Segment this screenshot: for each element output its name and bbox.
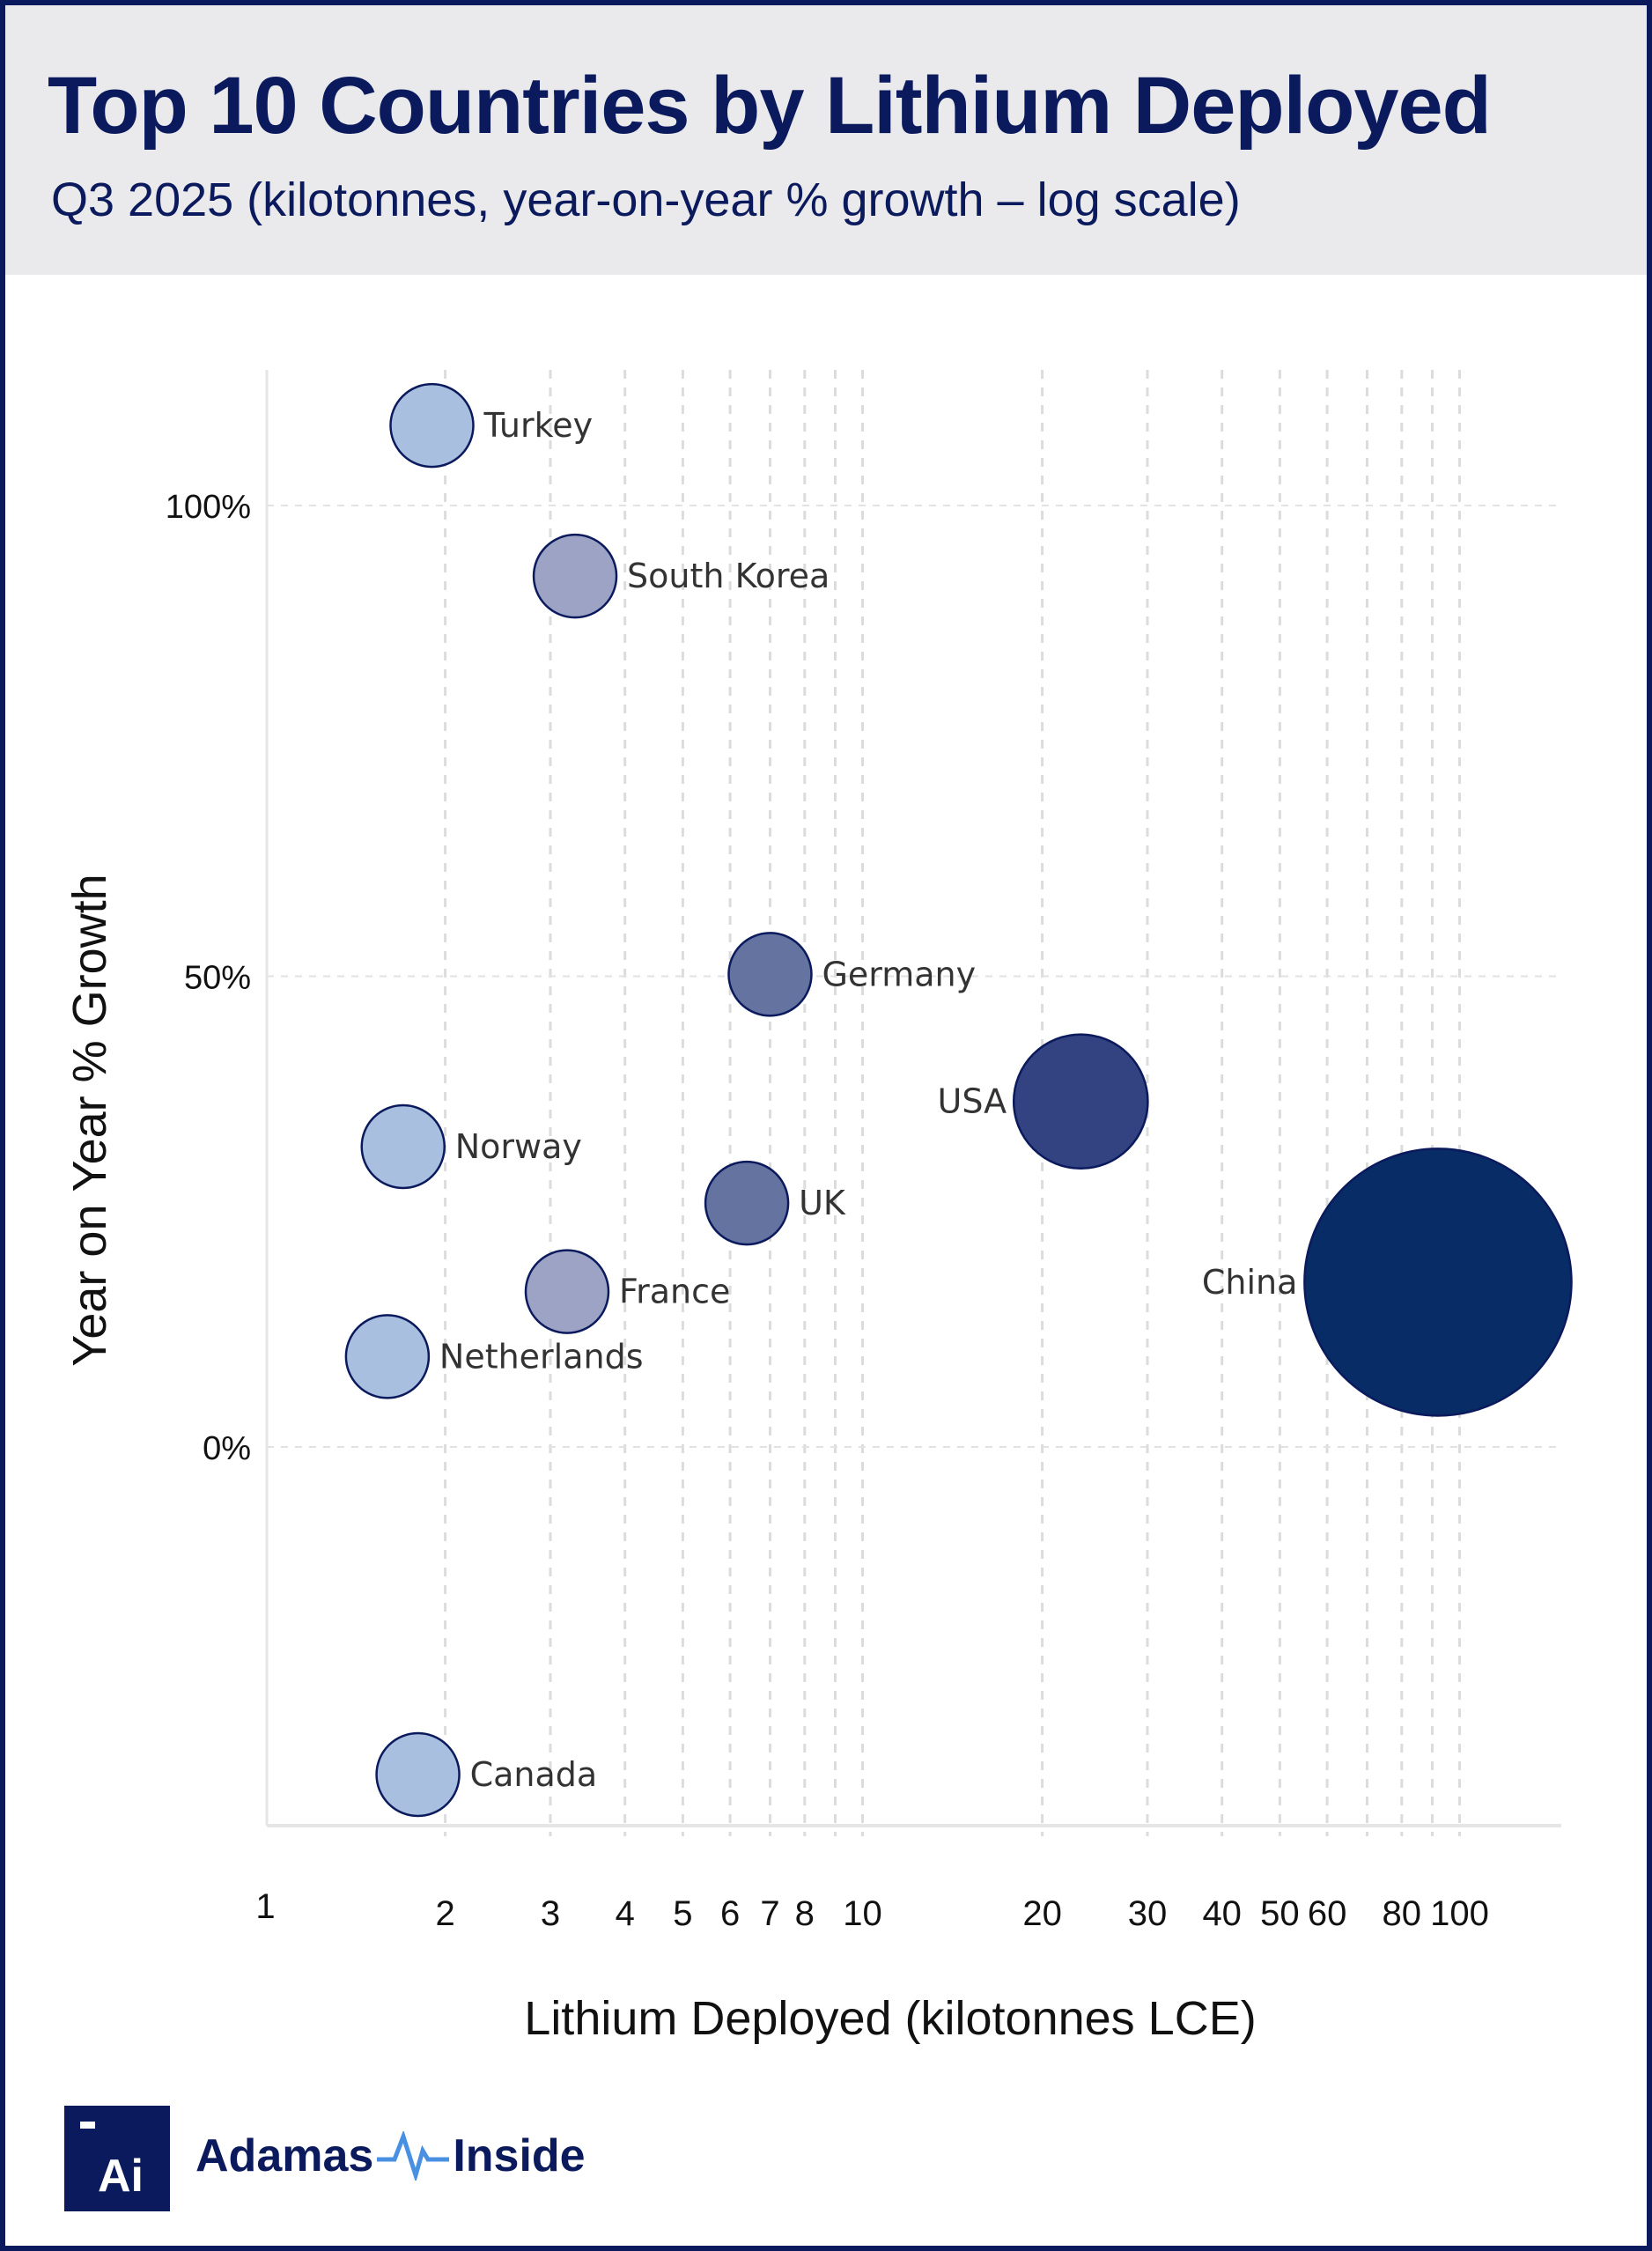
pulse-icon xyxy=(377,2131,450,2181)
x-tick-label: 20 xyxy=(1022,1894,1062,1933)
bubble-label: Netherlands xyxy=(439,1337,644,1376)
brand-left: Adamas xyxy=(195,2130,374,2181)
bubble-usa[interactable] xyxy=(1012,1033,1149,1170)
x-tick-label: 1 xyxy=(255,1887,275,1926)
chart-title: Top 10 Countries by Lithium Deployed xyxy=(48,61,1492,151)
chart-subtitle: Q3 2025 (kilotonnes, year-on-year % grow… xyxy=(51,173,1241,226)
bubble-label: Norway xyxy=(455,1127,582,1166)
bubble-label: Canada xyxy=(470,1755,598,1794)
bubble-france[interactable] xyxy=(524,1249,610,1334)
logo-mark: Ai xyxy=(64,2106,170,2211)
x-tick-label: 30 xyxy=(1128,1894,1168,1933)
bubble-uk[interactable] xyxy=(704,1160,790,1246)
y-tick-label: 0% xyxy=(203,1430,251,1467)
logo-mark-text: Ai xyxy=(98,2151,144,2202)
logo-dash xyxy=(80,2122,95,2129)
x-tick-label: 10 xyxy=(843,1894,882,1933)
y-tick-label: 50% xyxy=(184,960,251,997)
bubble-south-korea[interactable] xyxy=(532,533,618,619)
x-axis-title: Lithium Deployed (kilotonnes LCE) xyxy=(524,1992,1256,2045)
bubble-label: South Korea xyxy=(627,557,830,595)
y-tick-label: 100% xyxy=(166,489,251,526)
x-tick-label: 80 xyxy=(1383,1894,1422,1933)
brand-right: Inside xyxy=(453,2130,586,2181)
x-tick-label: 50 xyxy=(1260,1894,1300,1933)
bubble-canada[interactable] xyxy=(375,1731,461,1818)
brand-wordmark: Adamas Inside xyxy=(195,2129,586,2182)
x-tick-label: 7 xyxy=(760,1894,779,1933)
y-axis-title: Year on Year % Growth xyxy=(63,874,116,1366)
x-tick-label: 100 xyxy=(1430,1894,1489,1933)
bubble-netherlands[interactable] xyxy=(344,1314,431,1399)
bubble-germany[interactable] xyxy=(727,932,813,1017)
x-tick-label: 8 xyxy=(795,1894,815,1933)
x-tick-label: 40 xyxy=(1202,1894,1242,1933)
x-tick-label: 4 xyxy=(616,1894,635,1933)
x-tick-label: 6 xyxy=(720,1894,740,1933)
bubbles: Turkey South Korea Germany USA Norway UK Franc… xyxy=(344,382,1573,1818)
grid xyxy=(265,370,1561,1836)
bubble-label: Germany xyxy=(822,955,976,993)
bubble-china[interactable] xyxy=(1303,1148,1573,1417)
x-tick-label: 3 xyxy=(541,1894,560,1933)
x-tick-label: 60 xyxy=(1308,1894,1347,1933)
x-tick-label: 2 xyxy=(435,1894,454,1933)
bubble-label: France xyxy=(619,1273,730,1311)
bubble-turkey[interactable] xyxy=(389,382,475,469)
bubble-label: China xyxy=(1202,1263,1298,1302)
x-tick-label: 5 xyxy=(673,1894,692,1933)
bubble-label: UK xyxy=(799,1184,846,1222)
bubble-label: USA xyxy=(938,1082,1007,1121)
bubble-norway[interactable] xyxy=(360,1103,446,1190)
header-band: Top 10 Countries by Lithium Deployed Q3 … xyxy=(5,5,1647,275)
bubble-label: Turkey xyxy=(483,406,593,445)
tick-labels: 1 2 3 4 5 6 7 8 10 20 30 40 50 60 80 100 100% 50% 0% xyxy=(166,489,1489,1933)
